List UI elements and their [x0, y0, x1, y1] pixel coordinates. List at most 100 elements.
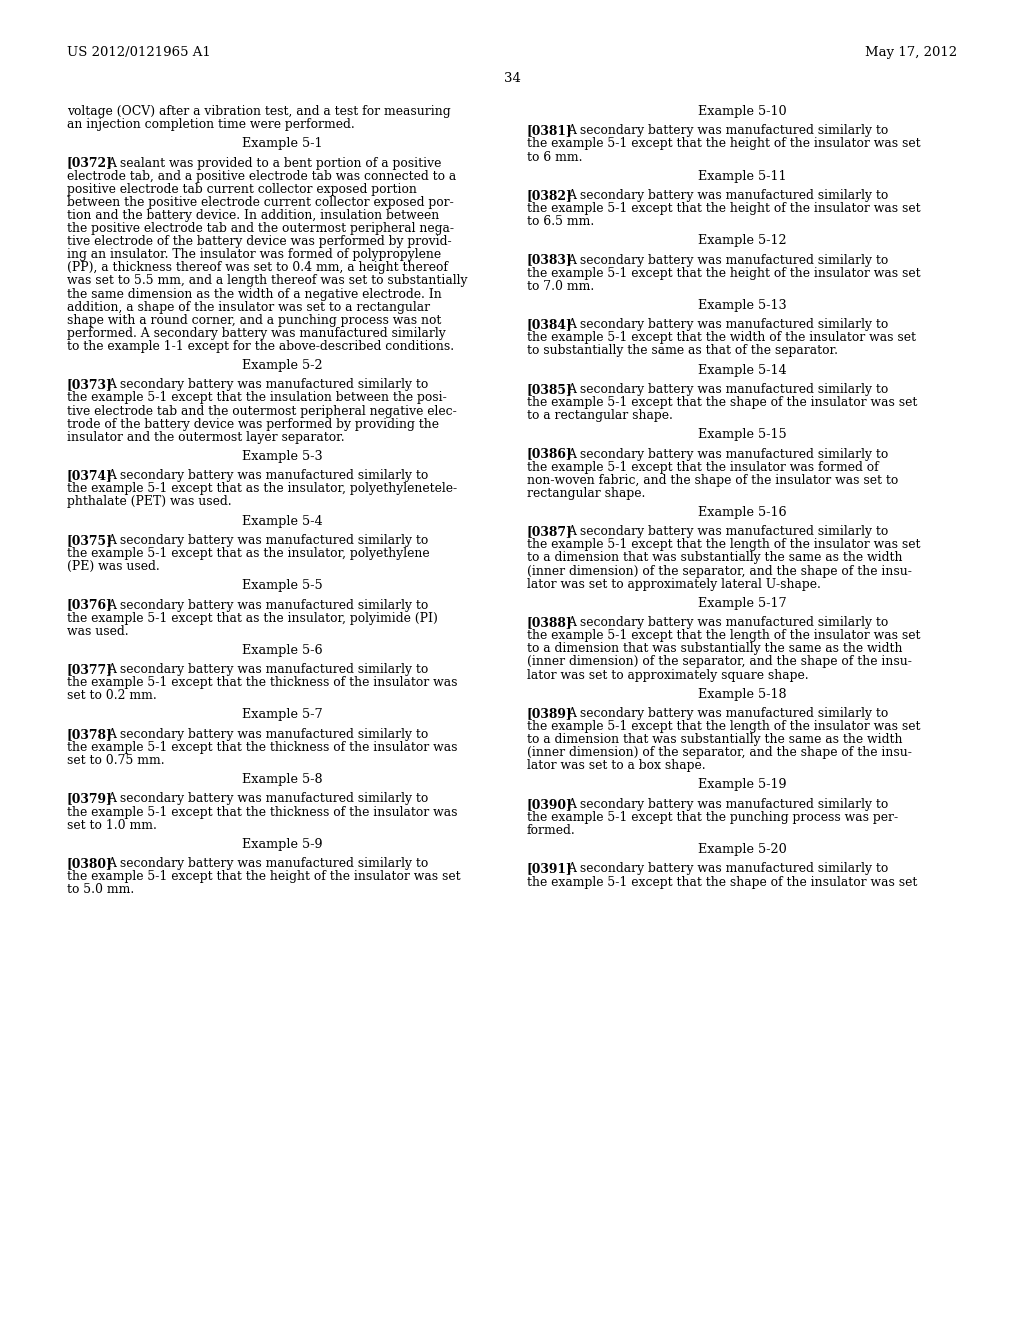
Text: [0387]: [0387]: [527, 525, 572, 539]
Text: A secondary battery was manufactured similarly to: A secondary battery was manufactured sim…: [567, 616, 889, 630]
Text: was used.: was used.: [67, 624, 129, 638]
Text: the example 5-1 except that as the insulator, polyethylenetele-: the example 5-1 except that as the insul…: [67, 482, 457, 495]
Text: to a dimension that was substantially the same as the width: to a dimension that was substantially th…: [527, 552, 902, 565]
Text: was set to 5.5 mm, and a length thereof was set to substantially: was set to 5.5 mm, and a length thereof …: [67, 275, 468, 288]
Text: [0389]: [0389]: [527, 708, 572, 719]
Text: 34: 34: [504, 73, 520, 84]
Text: A secondary battery was manufactured similarly to: A secondary battery was manufactured sim…: [567, 124, 889, 137]
Text: [0386]: [0386]: [527, 447, 572, 461]
Text: the example 5-1 except that the height of the insulator was set: the example 5-1 except that the height o…: [527, 267, 921, 280]
Text: performed. A secondary battery was manufactured similarly: performed. A secondary battery was manuf…: [67, 327, 445, 339]
Text: the example 5-1 except that the length of the insulator was set: the example 5-1 except that the length o…: [527, 721, 921, 733]
Text: A secondary battery was manufactured similarly to: A secondary battery was manufactured sim…: [108, 379, 429, 392]
Text: A secondary battery was manufactured similarly to: A secondary battery was manufactured sim…: [108, 727, 429, 741]
Text: A secondary battery was manufactured similarly to: A secondary battery was manufactured sim…: [567, 797, 889, 810]
Text: Example 5-17: Example 5-17: [697, 597, 786, 610]
Text: tion and the battery device. In addition, insulation between: tion and the battery device. In addition…: [67, 209, 439, 222]
Text: Example 5-15: Example 5-15: [697, 428, 786, 441]
Text: (inner dimension) of the separator, and the shape of the insu-: (inner dimension) of the separator, and …: [527, 656, 912, 668]
Text: between the positive electrode current collector exposed por-: between the positive electrode current c…: [67, 195, 454, 209]
Text: Example 5-16: Example 5-16: [697, 506, 786, 519]
Text: the example 5-1 except that the height of the insulator was set: the example 5-1 except that the height o…: [527, 137, 921, 150]
Text: [0384]: [0384]: [527, 318, 572, 331]
Text: Example 5-19: Example 5-19: [697, 779, 786, 792]
Text: (inner dimension) of the separator, and the shape of the insu-: (inner dimension) of the separator, and …: [527, 746, 912, 759]
Text: [0375]: [0375]: [67, 533, 113, 546]
Text: insulator and the outermost layer separator.: insulator and the outermost layer separa…: [67, 430, 345, 444]
Text: [0391]: [0391]: [527, 862, 572, 875]
Text: the example 5-1 except that the width of the insulator was set: the example 5-1 except that the width of…: [527, 331, 916, 345]
Text: Example 5-18: Example 5-18: [697, 688, 786, 701]
Text: voltage (OCV) after a vibration test, and a test for measuring: voltage (OCV) after a vibration test, an…: [67, 106, 451, 117]
Text: to 6.5 mm.: to 6.5 mm.: [527, 215, 594, 228]
Text: to a rectangular shape.: to a rectangular shape.: [527, 409, 673, 422]
Text: [0390]: [0390]: [527, 797, 572, 810]
Text: Example 5-3: Example 5-3: [242, 450, 323, 463]
Text: lator was set to approximately lateral U-shape.: lator was set to approximately lateral U…: [527, 578, 821, 590]
Text: A secondary battery was manufactured similarly to: A secondary battery was manufactured sim…: [108, 598, 429, 611]
Text: [0379]: [0379]: [67, 792, 113, 805]
Text: tive electrode of the battery device was performed by provid-: tive electrode of the battery device was…: [67, 235, 452, 248]
Text: A secondary battery was manufactured similarly to: A secondary battery was manufactured sim…: [108, 792, 429, 805]
Text: Example 5-14: Example 5-14: [697, 363, 786, 376]
Text: addition, a shape of the insulator was set to a rectangular: addition, a shape of the insulator was s…: [67, 301, 430, 314]
Text: May 17, 2012: May 17, 2012: [865, 46, 957, 59]
Text: the example 5-1 except that the thickness of the insulator was: the example 5-1 except that the thicknes…: [67, 676, 458, 689]
Text: Example 5-9: Example 5-9: [242, 838, 323, 850]
Text: the example 5-1 except that the thickness of the insulator was: the example 5-1 except that the thicknes…: [67, 741, 458, 754]
Text: A secondary battery was manufactured similarly to: A secondary battery was manufactured sim…: [567, 447, 889, 461]
Text: set to 0.2 mm.: set to 0.2 mm.: [67, 689, 157, 702]
Text: Example 5-6: Example 5-6: [242, 644, 323, 657]
Text: US 2012/0121965 A1: US 2012/0121965 A1: [67, 46, 211, 59]
Text: A secondary battery was manufactured similarly to: A secondary battery was manufactured sim…: [567, 862, 889, 875]
Text: the positive electrode tab and the outermost peripheral nega-: the positive electrode tab and the outer…: [67, 222, 454, 235]
Text: Example 5-11: Example 5-11: [697, 170, 786, 182]
Text: the example 5-1 except that as the insulator, polyimide (PI): the example 5-1 except that as the insul…: [67, 611, 438, 624]
Text: lator was set to a box shape.: lator was set to a box shape.: [527, 759, 706, 772]
Text: the example 5-1 except that the insulator was formed of: the example 5-1 except that the insulato…: [527, 461, 879, 474]
Text: [0383]: [0383]: [527, 253, 572, 267]
Text: the same dimension as the width of a negative electrode. In: the same dimension as the width of a neg…: [67, 288, 441, 301]
Text: A secondary battery was manufactured similarly to: A secondary battery was manufactured sim…: [108, 857, 429, 870]
Text: A secondary battery was manufactured similarly to: A secondary battery was manufactured sim…: [567, 383, 889, 396]
Text: to 5.0 mm.: to 5.0 mm.: [67, 883, 134, 896]
Text: lator was set to approximately square shape.: lator was set to approximately square sh…: [527, 668, 809, 681]
Text: non-woven fabric, and the shape of the insulator was set to: non-woven fabric, and the shape of the i…: [527, 474, 898, 487]
Text: [0380]: [0380]: [67, 857, 113, 870]
Text: tive electrode tab and the outermost peripheral negative elec-: tive electrode tab and the outermost per…: [67, 405, 457, 417]
Text: [0381]: [0381]: [527, 124, 572, 137]
Text: (PP), a thickness thereof was set to 0.4 mm, a height thereof: (PP), a thickness thereof was set to 0.4…: [67, 261, 449, 275]
Text: Example 5-20: Example 5-20: [697, 843, 786, 857]
Text: positive electrode tab current collector exposed portion: positive electrode tab current collector…: [67, 182, 417, 195]
Text: the example 5-1 except that the length of the insulator was set: the example 5-1 except that the length o…: [527, 630, 921, 643]
Text: [0374]: [0374]: [67, 469, 113, 482]
Text: A secondary battery was manufactured similarly to: A secondary battery was manufactured sim…: [567, 708, 889, 719]
Text: the example 5-1 except that the shape of the insulator was set: the example 5-1 except that the shape of…: [527, 875, 918, 888]
Text: to a dimension that was substantially the same as the width: to a dimension that was substantially th…: [527, 733, 902, 746]
Text: the example 5-1 except that the shape of the insulator was set: the example 5-1 except that the shape of…: [527, 396, 918, 409]
Text: to 6 mm.: to 6 mm.: [527, 150, 583, 164]
Text: A secondary battery was manufactured similarly to: A secondary battery was manufactured sim…: [567, 189, 889, 202]
Text: [0376]: [0376]: [67, 598, 113, 611]
Text: Example 5-7: Example 5-7: [242, 709, 323, 722]
Text: (PE) was used.: (PE) was used.: [67, 560, 160, 573]
Text: [0382]: [0382]: [527, 189, 572, 202]
Text: the example 5-1 except that the insulation between the posi-: the example 5-1 except that the insulati…: [67, 392, 446, 404]
Text: the example 5-1 except that the length of the insulator was set: the example 5-1 except that the length o…: [527, 539, 921, 552]
Text: Example 5-13: Example 5-13: [697, 298, 786, 312]
Text: Example 5-2: Example 5-2: [242, 359, 323, 372]
Text: to substantially the same as that of the separator.: to substantially the same as that of the…: [527, 345, 838, 358]
Text: A secondary battery was manufactured similarly to: A secondary battery was manufactured sim…: [567, 253, 889, 267]
Text: [0377]: [0377]: [67, 663, 113, 676]
Text: (inner dimension) of the separator, and the shape of the insu-: (inner dimension) of the separator, and …: [527, 565, 912, 578]
Text: A secondary battery was manufactured similarly to: A secondary battery was manufactured sim…: [108, 533, 429, 546]
Text: set to 1.0 mm.: set to 1.0 mm.: [67, 818, 157, 832]
Text: Example 5-1: Example 5-1: [242, 137, 323, 150]
Text: trode of the battery device was performed by providing the: trode of the battery device was performe…: [67, 417, 439, 430]
Text: A secondary battery was manufactured similarly to: A secondary battery was manufactured sim…: [567, 525, 889, 539]
Text: Example 5-10: Example 5-10: [697, 106, 786, 117]
Text: [0372]: [0372]: [67, 157, 113, 169]
Text: [0385]: [0385]: [527, 383, 572, 396]
Text: electrode tab, and a positive electrode tab was connected to a: electrode tab, and a positive electrode …: [67, 170, 457, 182]
Text: rectangular shape.: rectangular shape.: [527, 487, 645, 500]
